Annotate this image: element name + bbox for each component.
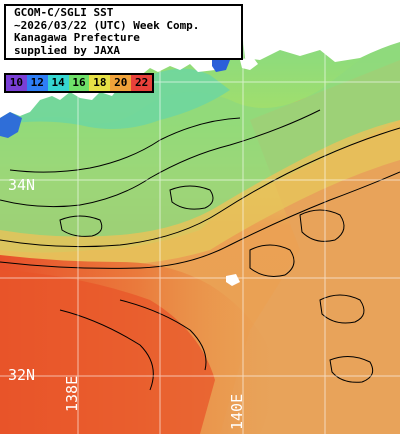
bay-inner-water [212, 56, 230, 72]
lat-label-34n: 34N [8, 176, 36, 194]
legend-cell-12: 12 [26, 75, 48, 91]
title-line-4: supplied by JAXA [14, 43, 120, 57]
legend-cell-14: 14 [47, 75, 69, 91]
legend-cell-18: 18 [89, 75, 111, 91]
isotherm-contours [0, 109, 400, 391]
island-land [226, 274, 240, 286]
lon-label-138e: 138E [63, 375, 81, 412]
lon-label-140e: 140E [228, 393, 246, 430]
title-line-1: GCOM-C/SGLI SST [14, 6, 114, 19]
transition-band [0, 120, 400, 266]
legend-cell-20: 20 [110, 75, 132, 91]
cool-water-band [0, 40, 400, 253]
lat-label-32n: 32N [8, 366, 36, 384]
warm-core-water [0, 270, 215, 434]
peninsula-land [240, 56, 258, 70]
title-line-2: ~2026/03/22 (UTC) Week Comp. [14, 18, 200, 32]
legend-cell-22: 22 [131, 75, 153, 91]
legend-cell-10: 10 [6, 75, 27, 91]
title-box: GCOM-C/SGLI SST ~2026/03/22 (UTC) Week C… [4, 4, 243, 60]
legend-cell-16: 16 [68, 75, 90, 91]
title-line-3: Kanagawa Prefecture [14, 31, 140, 44]
lake-water [0, 112, 22, 138]
temperature-legend: 10 12 14 16 18 20 22 [4, 73, 154, 93]
land-north-east [264, 6, 400, 46]
